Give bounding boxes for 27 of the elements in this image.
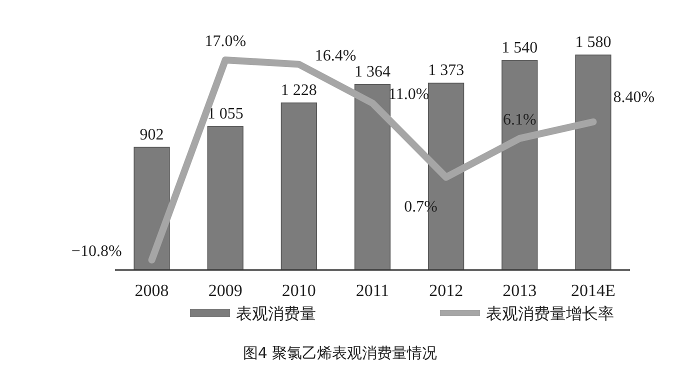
bar — [207, 126, 244, 270]
x-tick-label: 2013 — [502, 281, 537, 300]
bar — [134, 146, 170, 270]
data-label: 6.1% — [502, 111, 536, 128]
x-tick-label: 2010 — [282, 281, 316, 300]
x-tick-label: 2014E — [571, 281, 616, 300]
bar — [354, 84, 391, 270]
data-label: 1 228 — [280, 82, 317, 99]
bar — [280, 102, 317, 270]
data-label: 902 — [140, 126, 164, 144]
data-label: 17.0% — [204, 33, 246, 50]
text: 图4 聚氯乙烯表观消费量情况 — [242, 344, 438, 362]
x-tick-label: 2011 — [356, 281, 390, 300]
data-label: −10.8% — [71, 243, 122, 260]
x-tick-label: 2012 — [429, 281, 464, 300]
bar — [575, 54, 612, 270]
x-tick-label: 2009 — [208, 281, 242, 300]
data-label: 1 373 — [428, 62, 464, 80]
data-label: 1 540 — [502, 39, 538, 56]
data-label: 8.40% — [613, 88, 655, 106]
bar — [502, 60, 538, 270]
legend-label: 表观消费量 — [236, 304, 316, 323]
legend-label: 表观消费量增长率 — [486, 304, 614, 323]
data-label: 16.4% — [314, 47, 356, 64]
data-label: 1 580 — [575, 34, 612, 51]
data-label: 1 364 — [354, 63, 390, 80]
x-tick-label: 2008 — [134, 281, 169, 300]
